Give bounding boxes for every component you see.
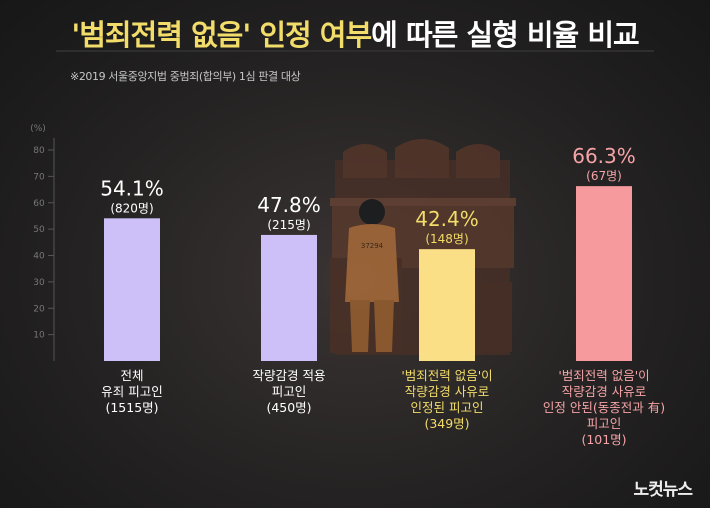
category-label-line: (349명) xyxy=(424,416,469,431)
y-axis: (%) 10 20 30 40 50 60 70 80 xyxy=(30,124,55,361)
value-label: 47.8% xyxy=(257,193,321,217)
count-label: (148명) xyxy=(425,232,468,246)
category-label-line: 전체 xyxy=(120,368,143,383)
y-tick-label: 30 xyxy=(33,278,45,288)
y-tick-label: 50 xyxy=(33,225,45,235)
y-axis-unit: (%) xyxy=(30,124,46,134)
chart-title: '범죄전력 없음' 인정 여부에 따른 실형 비율 비교 xyxy=(0,12,710,54)
count-label: (215명) xyxy=(267,218,310,232)
category-label-line: 유죄 피고인 xyxy=(101,384,162,399)
prisoner-head-icon xyxy=(359,199,385,225)
count-label: (67명) xyxy=(586,169,622,183)
category-label-line: 작량감경 사유로 xyxy=(405,384,489,399)
bar xyxy=(419,249,475,361)
category-label-line: 작량감경 사유로 xyxy=(562,384,646,399)
category-label-line: 인정된 피고인 xyxy=(411,400,484,415)
bar xyxy=(104,218,160,361)
watermark-logo: 노컷뉴스 xyxy=(633,480,693,500)
chart-title-highlight: '범죄전력 없음' 인정 여부 xyxy=(71,18,372,52)
category-label-line: (450명) xyxy=(266,400,311,415)
prisoner-body-icon xyxy=(345,224,399,302)
category-label-line: 피고인 xyxy=(272,384,307,399)
bar xyxy=(576,186,632,361)
judge-chair-right-icon xyxy=(456,144,500,178)
category-label-line: 인정 안된(동종전과 有) xyxy=(543,400,665,415)
value-label: 42.4% xyxy=(415,207,479,231)
prisoner-legs-icon xyxy=(350,300,394,352)
data-labels: 54.1%(820명) 47.8%(215명) 42.4%(148명) 66.3%(6… xyxy=(100,144,636,246)
y-tick-label: 70 xyxy=(33,172,45,182)
prisoner-number: 37294 xyxy=(361,242,384,250)
judge-chair-center-icon xyxy=(395,139,449,178)
bars xyxy=(104,186,632,361)
y-tick-label: 80 xyxy=(33,146,45,156)
dock-front xyxy=(480,282,512,352)
bench-top xyxy=(330,198,516,206)
chart-subtitle: ※2019 서울중앙지법 중범죄(합의부) 1심 판결 대상 xyxy=(70,70,301,83)
count-label: (820명) xyxy=(110,201,153,215)
category-label-line: '범죄전력 없음'이 xyxy=(401,368,492,383)
y-tick-label: 60 xyxy=(33,199,45,209)
category-label-line: (1515명) xyxy=(105,400,158,415)
y-tick-label: 10 xyxy=(33,331,45,341)
y-tick-label: 20 xyxy=(33,304,45,314)
title-divider xyxy=(56,50,654,52)
value-label: 54.1% xyxy=(100,176,164,200)
value-label: 66.3% xyxy=(572,144,636,168)
bar xyxy=(261,234,317,361)
category-label-line: '범죄전력 없음'이 xyxy=(558,368,649,383)
category-label-line: (101명) xyxy=(581,432,626,447)
judge-chair-left-icon xyxy=(343,144,387,178)
chart-title-rest: 에 따른 실형 비율 비교 xyxy=(371,18,640,52)
category-label-line: 피고인 xyxy=(587,416,622,431)
y-tick-label: 40 xyxy=(33,252,45,262)
category-label-line: 작량감경 적용 xyxy=(253,368,326,383)
